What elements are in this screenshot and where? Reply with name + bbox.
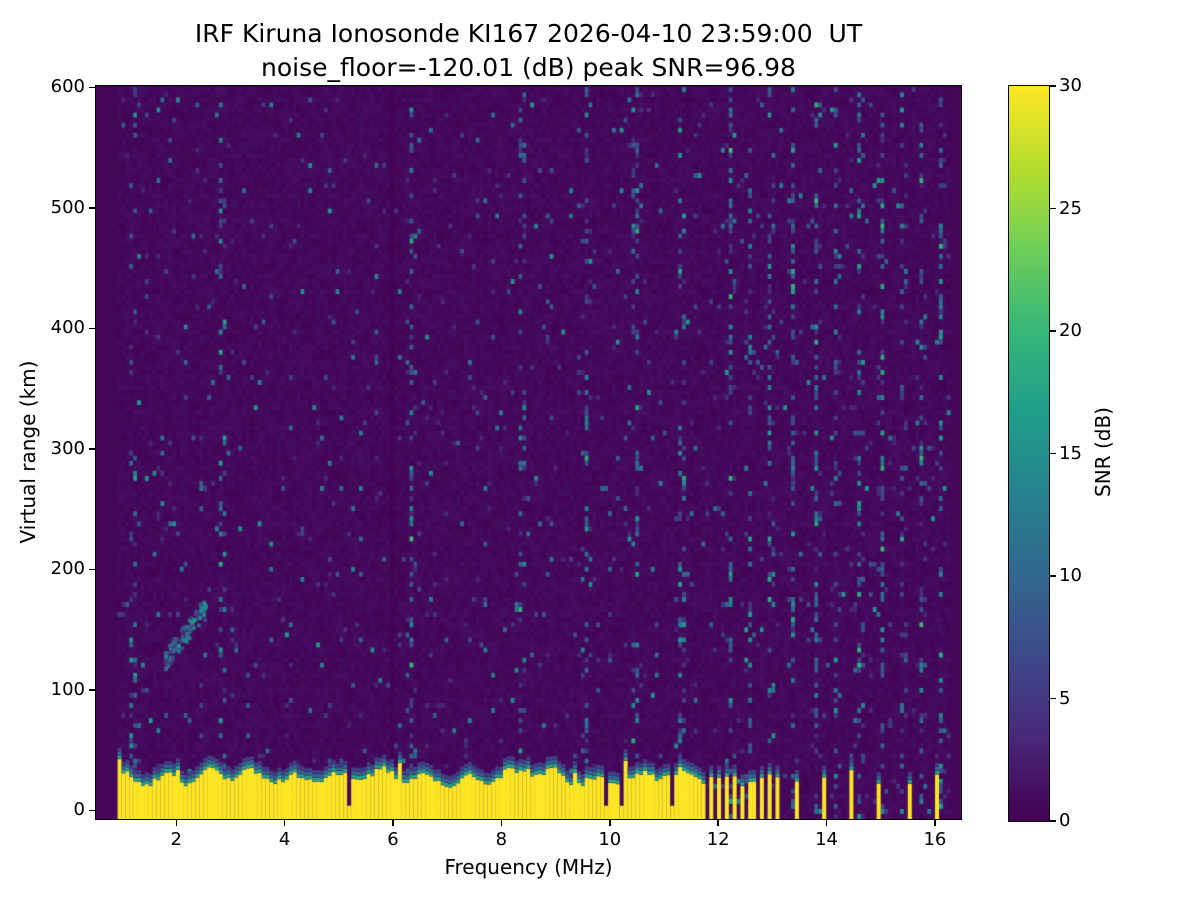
- y-tick-label: 100: [50, 678, 85, 700]
- x-tick-mark: [717, 820, 719, 826]
- colorbar-tick-mark: [1050, 820, 1056, 822]
- heatmap-canvas: [96, 86, 961, 819]
- y-tick-mark: [89, 809, 95, 812]
- colorbar-gradient-canvas: [1009, 86, 1049, 821]
- x-tick-label: 10: [598, 829, 622, 850]
- y-tick-mark: [89, 207, 95, 209]
- colorbar-tick-mark: [1050, 452, 1056, 455]
- x-tick-mark: [825, 820, 828, 826]
- y-tick-label: 600: [50, 76, 85, 98]
- chart-title: IRF Kiruna Ionosonde KI167 2026-04-10 23…: [194, 19, 863, 48]
- y-tick-mark: [89, 448, 95, 450]
- y-tick-mark: [89, 689, 95, 691]
- y-tick-label: 200: [50, 558, 85, 580]
- colorbar-tick-label: 15: [1059, 442, 1082, 464]
- x-tick-label: 12: [706, 829, 730, 850]
- colorbar-tick-mark: [1050, 330, 1056, 332]
- colorbar-tick-label: 20: [1059, 320, 1082, 341]
- x-tick-mark: [934, 820, 936, 826]
- chart-subtitle: noise_floor=-120.01 (dB) peak SNR=96.98: [261, 53, 796, 82]
- x-tick-label: 2: [170, 829, 182, 850]
- colorbar-tick-mark: [1050, 207, 1056, 210]
- x-tick-label: 4: [278, 829, 291, 850]
- colorbar-tick-label: 0: [1059, 810, 1071, 831]
- colorbar-tick-mark: [1050, 85, 1056, 87]
- colorbar-tick-mark: [1050, 575, 1056, 577]
- x-tick-mark: [175, 820, 178, 826]
- y-tick-mark: [89, 568, 95, 571]
- x-tick-label: 6: [387, 829, 399, 850]
- colorbar-tick-label: 30: [1059, 75, 1082, 96]
- x-tick-mark: [500, 820, 503, 826]
- x-tick-mark: [283, 820, 286, 826]
- y-tick-label: 0: [73, 799, 85, 821]
- x-tick-label: 16: [923, 829, 947, 850]
- x-tick-label: 8: [495, 829, 508, 850]
- y-tick-label: 500: [50, 196, 85, 218]
- colorbar: [1008, 85, 1050, 822]
- y-tick-label: 400: [50, 317, 85, 339]
- y-tick-mark: [89, 327, 95, 330]
- x-axis-label: Frequency (MHz): [444, 855, 613, 879]
- colorbar-tick-label: 5: [1059, 687, 1071, 709]
- x-tick-mark: [392, 820, 394, 826]
- x-tick-mark: [609, 820, 611, 826]
- colorbar-tick-label: 10: [1059, 565, 1082, 586]
- colorbar-tick-label: 25: [1059, 197, 1082, 219]
- x-tick-label: 14: [815, 829, 838, 850]
- y-tick-mark: [89, 86, 95, 89]
- y-tick-label: 300: [50, 437, 85, 459]
- plot-area: [95, 85, 962, 820]
- colorbar-tick-mark: [1050, 697, 1056, 700]
